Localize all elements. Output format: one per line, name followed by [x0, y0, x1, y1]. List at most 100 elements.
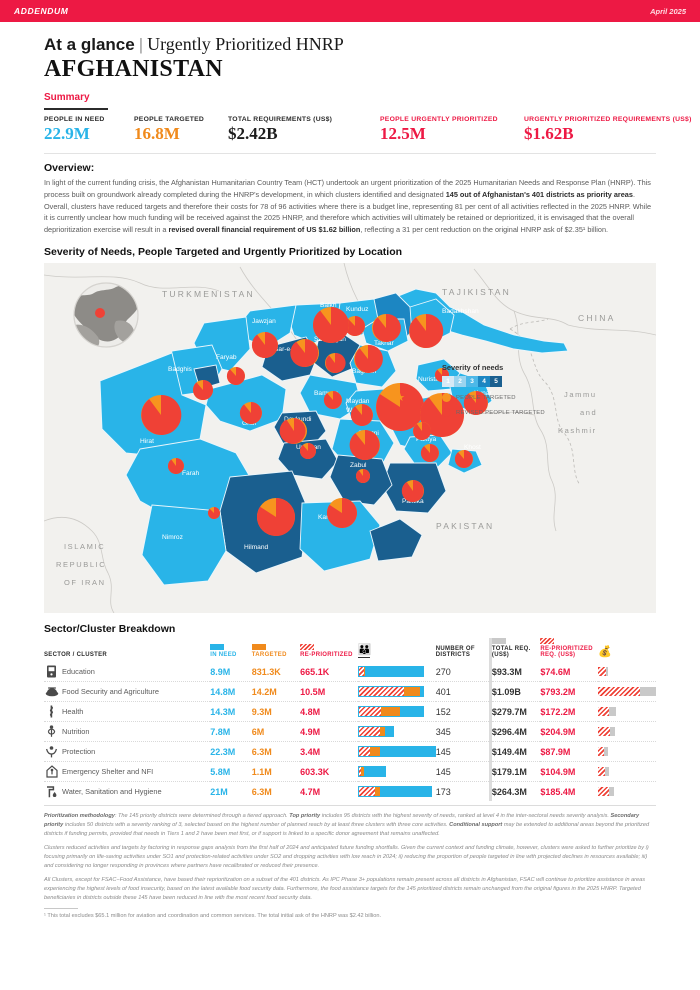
reprioritized-swatch-icon [300, 644, 315, 651]
note-bold-1: Prioritization methodology [44, 813, 115, 820]
map-svg: TURKMENISTAN TAJIKISTAN CHINA PAKISTAN J… [44, 263, 656, 614]
bubble [372, 314, 401, 343]
table-header-row: SECTOR / CLUSTER IN NEED TARGETED RE-PRI… [44, 638, 656, 663]
bubble [454, 450, 473, 469]
money-bar [598, 707, 616, 717]
row-separator [488, 721, 492, 742]
sector-name: Nutrition [62, 727, 90, 737]
table-row[interactable]: Nutrition 7.8M 6M 4.9M 345 $296.4M $204.… [44, 721, 656, 742]
province-label-nimroz: Nimroz [162, 534, 183, 541]
th-districts-label: NUMBER OF DISTRICTS [435, 646, 475, 659]
province-label-bamyan: Bamyan [314, 390, 339, 397]
cell-in-need: 7.8M [210, 726, 231, 737]
cell-in-need: 14.3M [210, 706, 236, 717]
stat-people-in-need: PEOPLE IN NEED 22.9M [44, 116, 118, 144]
cell-money-bar [598, 662, 656, 682]
province-label-hirat: Hirat [140, 438, 154, 445]
footnotes-section: Prioritization methodology: The 145 prio… [0, 806, 700, 921]
table-row[interactable]: Education 8.9M 831.3K 665.1K 270 $93.3M … [44, 662, 656, 682]
bubble [344, 316, 365, 337]
bubble [141, 395, 182, 436]
row-separator [488, 781, 492, 802]
bubble [401, 480, 424, 503]
province-label-nuristan: Nuristan [418, 376, 443, 383]
bubble [207, 507, 220, 520]
money-bar [598, 667, 608, 677]
header-divider [44, 153, 656, 154]
label-china: CHINA [578, 313, 615, 323]
province-label-zabul: Zabul [350, 462, 367, 469]
stat-caption: PEOPLE IN NEED [44, 116, 105, 123]
bubble [313, 307, 349, 344]
th-total-req: TOTAL REQ. (US$) [491, 638, 540, 662]
table-vertical-separator [488, 638, 492, 663]
severity-level-2: 2 [454, 376, 466, 388]
stat-value: $1.62B [524, 124, 574, 143]
stat-caption: PEOPLE URGENTLY PRIORITIZED [380, 116, 498, 123]
bubble [256, 498, 295, 537]
th-reprioritized-label: RE-PRIORITIZED [300, 652, 353, 659]
people-bar [357, 686, 424, 698]
cell-sector: Health [44, 702, 210, 722]
bubble [167, 458, 184, 475]
table-row[interactable]: Water, Sanitation and Hygiene 21M 6.3M 4… [44, 781, 656, 802]
row-separator [488, 701, 492, 722]
cell-money-bar [598, 782, 656, 802]
bubble [463, 391, 488, 416]
people-bar [357, 746, 436, 758]
population-bubbles: ★ [141, 307, 488, 537]
province-label-takhar: Takhar [374, 340, 395, 347]
note-cluster-reductions: Clusters reduced activities and targets … [44, 845, 649, 870]
footnote-rule [44, 908, 78, 910]
th-targeted: TARGETED [251, 638, 300, 662]
people-icon: 👪 [357, 644, 371, 659]
stat-people-urgently-prioritized: PEOPLE URGENTLY PRIORITIZED 12.5M [380, 116, 508, 144]
cell-sector: Water, Sanitation and Hygiene [44, 782, 210, 802]
table-bottom-rule [44, 805, 656, 807]
bubble [420, 444, 439, 463]
table-row[interactable]: Protection 22.3M 6.3M 3.4M 145 $149.4M $… [44, 741, 656, 762]
cell-reprioritized: 10.5M [300, 686, 326, 697]
sector-name: Education [62, 667, 95, 677]
cell-sector: Emergency Shelter and NFI [44, 762, 210, 782]
note-bold-2: Top priority [289, 813, 321, 820]
label-kashmir: Kashmir [558, 426, 597, 435]
page-header: At a glance | Urgently Prioritized HNRP AF… [0, 22, 700, 110]
cell-people-bar [357, 742, 436, 762]
cell-districts: 152 [435, 706, 451, 717]
note-fsac: All Clusters, except for FSAC−Food Assis… [44, 877, 645, 902]
bubble [413, 422, 432, 441]
top-banner: ADDENDUM April 2025 [0, 0, 700, 22]
province-label-balkh: Balkh [320, 302, 337, 309]
table-row[interactable]: Health 14.3M 9.3M 4.8M 152 $279.7M $172.… [44, 701, 656, 722]
page-subtitle: Urgently Prioritized HNRP [147, 34, 344, 54]
province-label-faryab: Faryab [216, 354, 237, 361]
note-text-3: includes 50 districts with a severity ra… [63, 822, 450, 829]
cell-money-bar [598, 742, 656, 762]
province-label-sarepul: Sar-e-pul [274, 346, 302, 353]
revised-people-targeted-dot-icon [442, 408, 451, 418]
note-text-1: : The 145 priority districts were determ… [114, 813, 290, 820]
globe-inset-icon [73, 282, 139, 348]
legend-key-label: PEOPLE TARGETED [456, 394, 516, 401]
sector-name: Protection [62, 747, 96, 757]
table-row[interactable]: Emergency Shelter and NFI 5.8M 1.1M 603.… [44, 761, 656, 782]
label-tajikistan: TAJIKISTAN [442, 287, 511, 297]
water-icon [44, 785, 59, 798]
th-targeted-label: TARGETED [251, 652, 287, 659]
stat-urgently-prioritized-requirements: URGENTLY PRIORITIZED REQUIREMENTS (US$) … [524, 116, 692, 144]
stat-value: 12.5M [380, 124, 426, 143]
nutrition-icon [44, 725, 59, 738]
cell-reprioritized: 3.4M [300, 746, 321, 757]
cell-sector: Nutrition [44, 722, 210, 742]
reprio-req-swatch-icon [540, 638, 555, 645]
map-legend: Severity of needs 1 2 3 4 5 PEOPLE TARGE… [442, 363, 545, 418]
stat-value: $2.42B [228, 124, 278, 143]
cell-reprio-req: $204.9M [540, 726, 576, 737]
table-row[interactable]: Food Security and Agriculture 14.8M 14.2… [44, 681, 656, 702]
total-req-swatch-icon [491, 638, 506, 645]
cell-reprio-req: $74.6M [540, 666, 571, 677]
cell-reprio-req: $793.2M [540, 686, 576, 697]
cell-people-bar [357, 662, 436, 682]
bubble [192, 380, 213, 401]
